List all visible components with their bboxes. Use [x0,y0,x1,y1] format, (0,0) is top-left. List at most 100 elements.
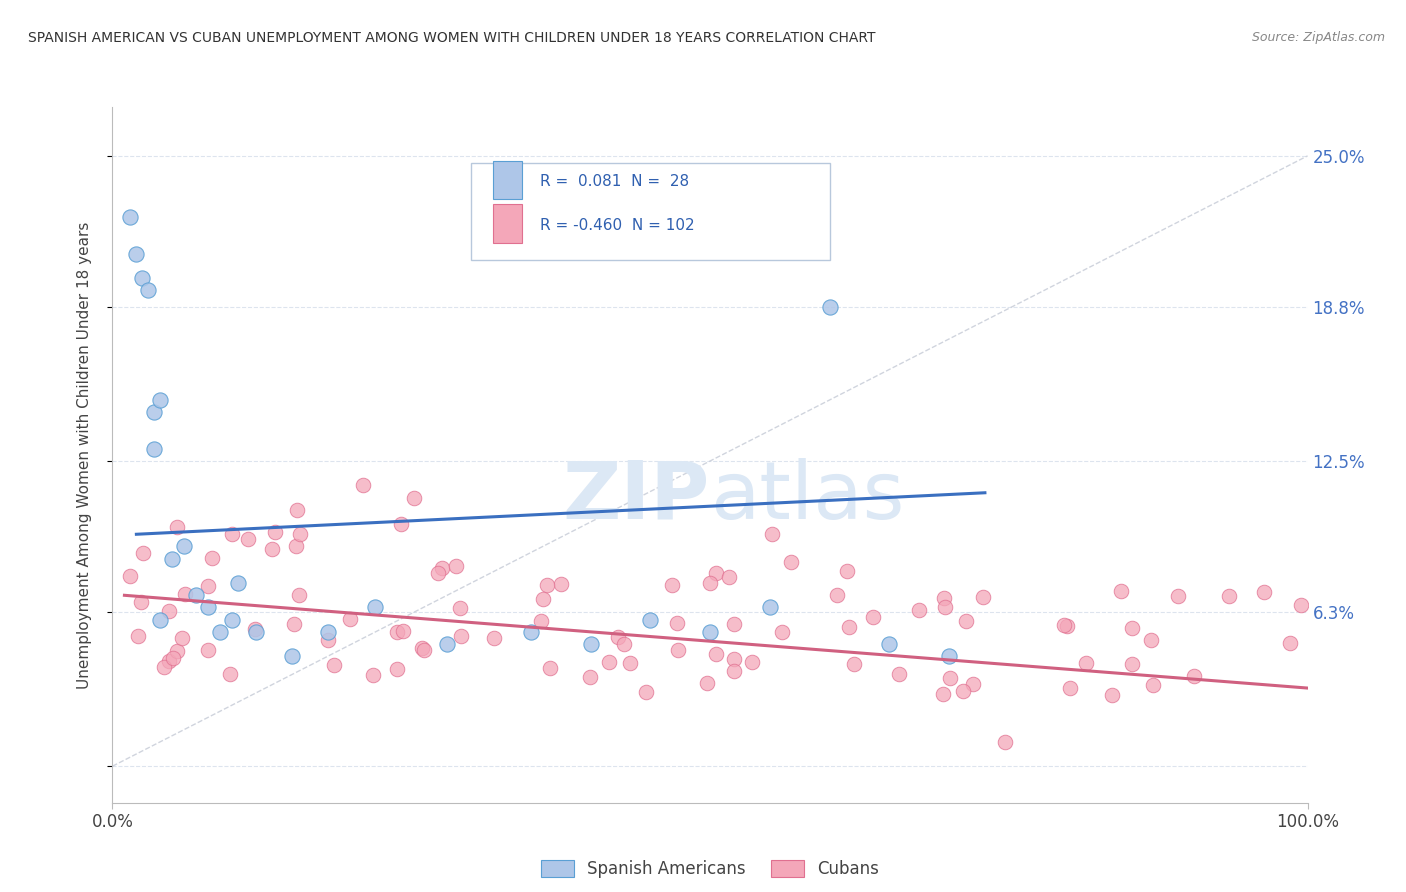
Point [699,624,721,639]
Point [699,576,721,591]
Point [879,637,901,651]
Point [520,624,543,639]
Point [818,300,841,314]
Text: R =  0.081  N =  28: R = 0.081 N = 28 [540,174,689,189]
Point [1218,589,1240,603]
Point [285,540,308,554]
Point [606,630,628,644]
Point [143,442,166,456]
Legend: Spanish Americans, Cubans: Spanish Americans, Cubans [534,854,886,885]
Point [352,478,374,492]
Point [391,624,413,639]
Point [174,587,197,601]
Point [129,595,152,609]
Point [994,735,1017,749]
Point [1121,657,1143,671]
Point [619,656,641,670]
Point [127,629,149,643]
Text: ZIP: ZIP [562,458,710,536]
Point [1182,668,1205,682]
Point [704,647,727,661]
Point [432,561,454,575]
Point [952,684,974,698]
Point [972,590,994,604]
Point [1056,619,1078,633]
Point [138,283,160,297]
Point [120,210,142,224]
Point [907,603,929,617]
Point [281,649,304,664]
Bar [471,162,830,260]
Point [536,577,558,591]
Point [285,503,308,517]
Point [1074,656,1097,670]
Point [934,600,956,615]
Point [170,631,193,645]
Point [287,588,309,602]
Point [201,550,224,565]
Point [149,613,172,627]
Point [862,609,884,624]
Point [827,589,849,603]
Point [666,643,689,657]
Point [844,657,866,671]
Point [761,527,783,541]
Point [166,644,188,658]
Point [361,668,384,682]
Point [153,659,176,673]
Point [143,405,166,419]
Point [209,624,232,639]
Point [484,631,506,645]
Point [197,579,219,593]
Point [157,604,180,618]
Y-axis label: Unemployment Among Women with Children Under 18 years: Unemployment Among Women with Children U… [77,221,91,689]
Point [538,661,561,675]
Point [426,566,449,580]
Point [162,551,183,566]
Point [166,520,188,534]
Point [1052,617,1074,632]
Point [955,614,977,628]
Point [450,629,472,643]
Point [449,600,471,615]
Point [634,685,657,699]
Point [197,600,219,615]
Point [221,613,243,627]
Point [723,665,745,679]
Point [1101,688,1123,702]
Point [1121,621,1143,635]
Text: Source: ZipAtlas.com: Source: ZipAtlas.com [1251,31,1385,45]
Point [218,666,240,681]
Point [579,670,602,684]
Point [260,542,283,557]
Point [838,620,860,634]
Point [1278,635,1301,649]
Point [579,637,602,651]
Point [288,527,311,541]
Point [1140,633,1163,648]
Point [1167,589,1189,603]
Point [316,632,339,647]
Point [932,591,955,605]
Point [446,559,468,574]
Point [173,540,195,554]
Point [149,392,172,407]
Point [723,652,745,666]
Point [364,600,387,615]
Point [162,651,184,665]
Point [323,658,346,673]
Point [197,642,219,657]
Point [221,527,243,541]
Point [264,524,287,539]
Point [1253,585,1275,599]
Point [283,617,305,632]
Point [550,577,572,591]
Point [316,624,339,639]
Point [1109,583,1132,598]
Point [245,622,267,636]
Point [385,662,408,676]
Point [696,675,718,690]
Point [759,600,782,615]
Point [598,656,620,670]
Point [666,616,689,631]
